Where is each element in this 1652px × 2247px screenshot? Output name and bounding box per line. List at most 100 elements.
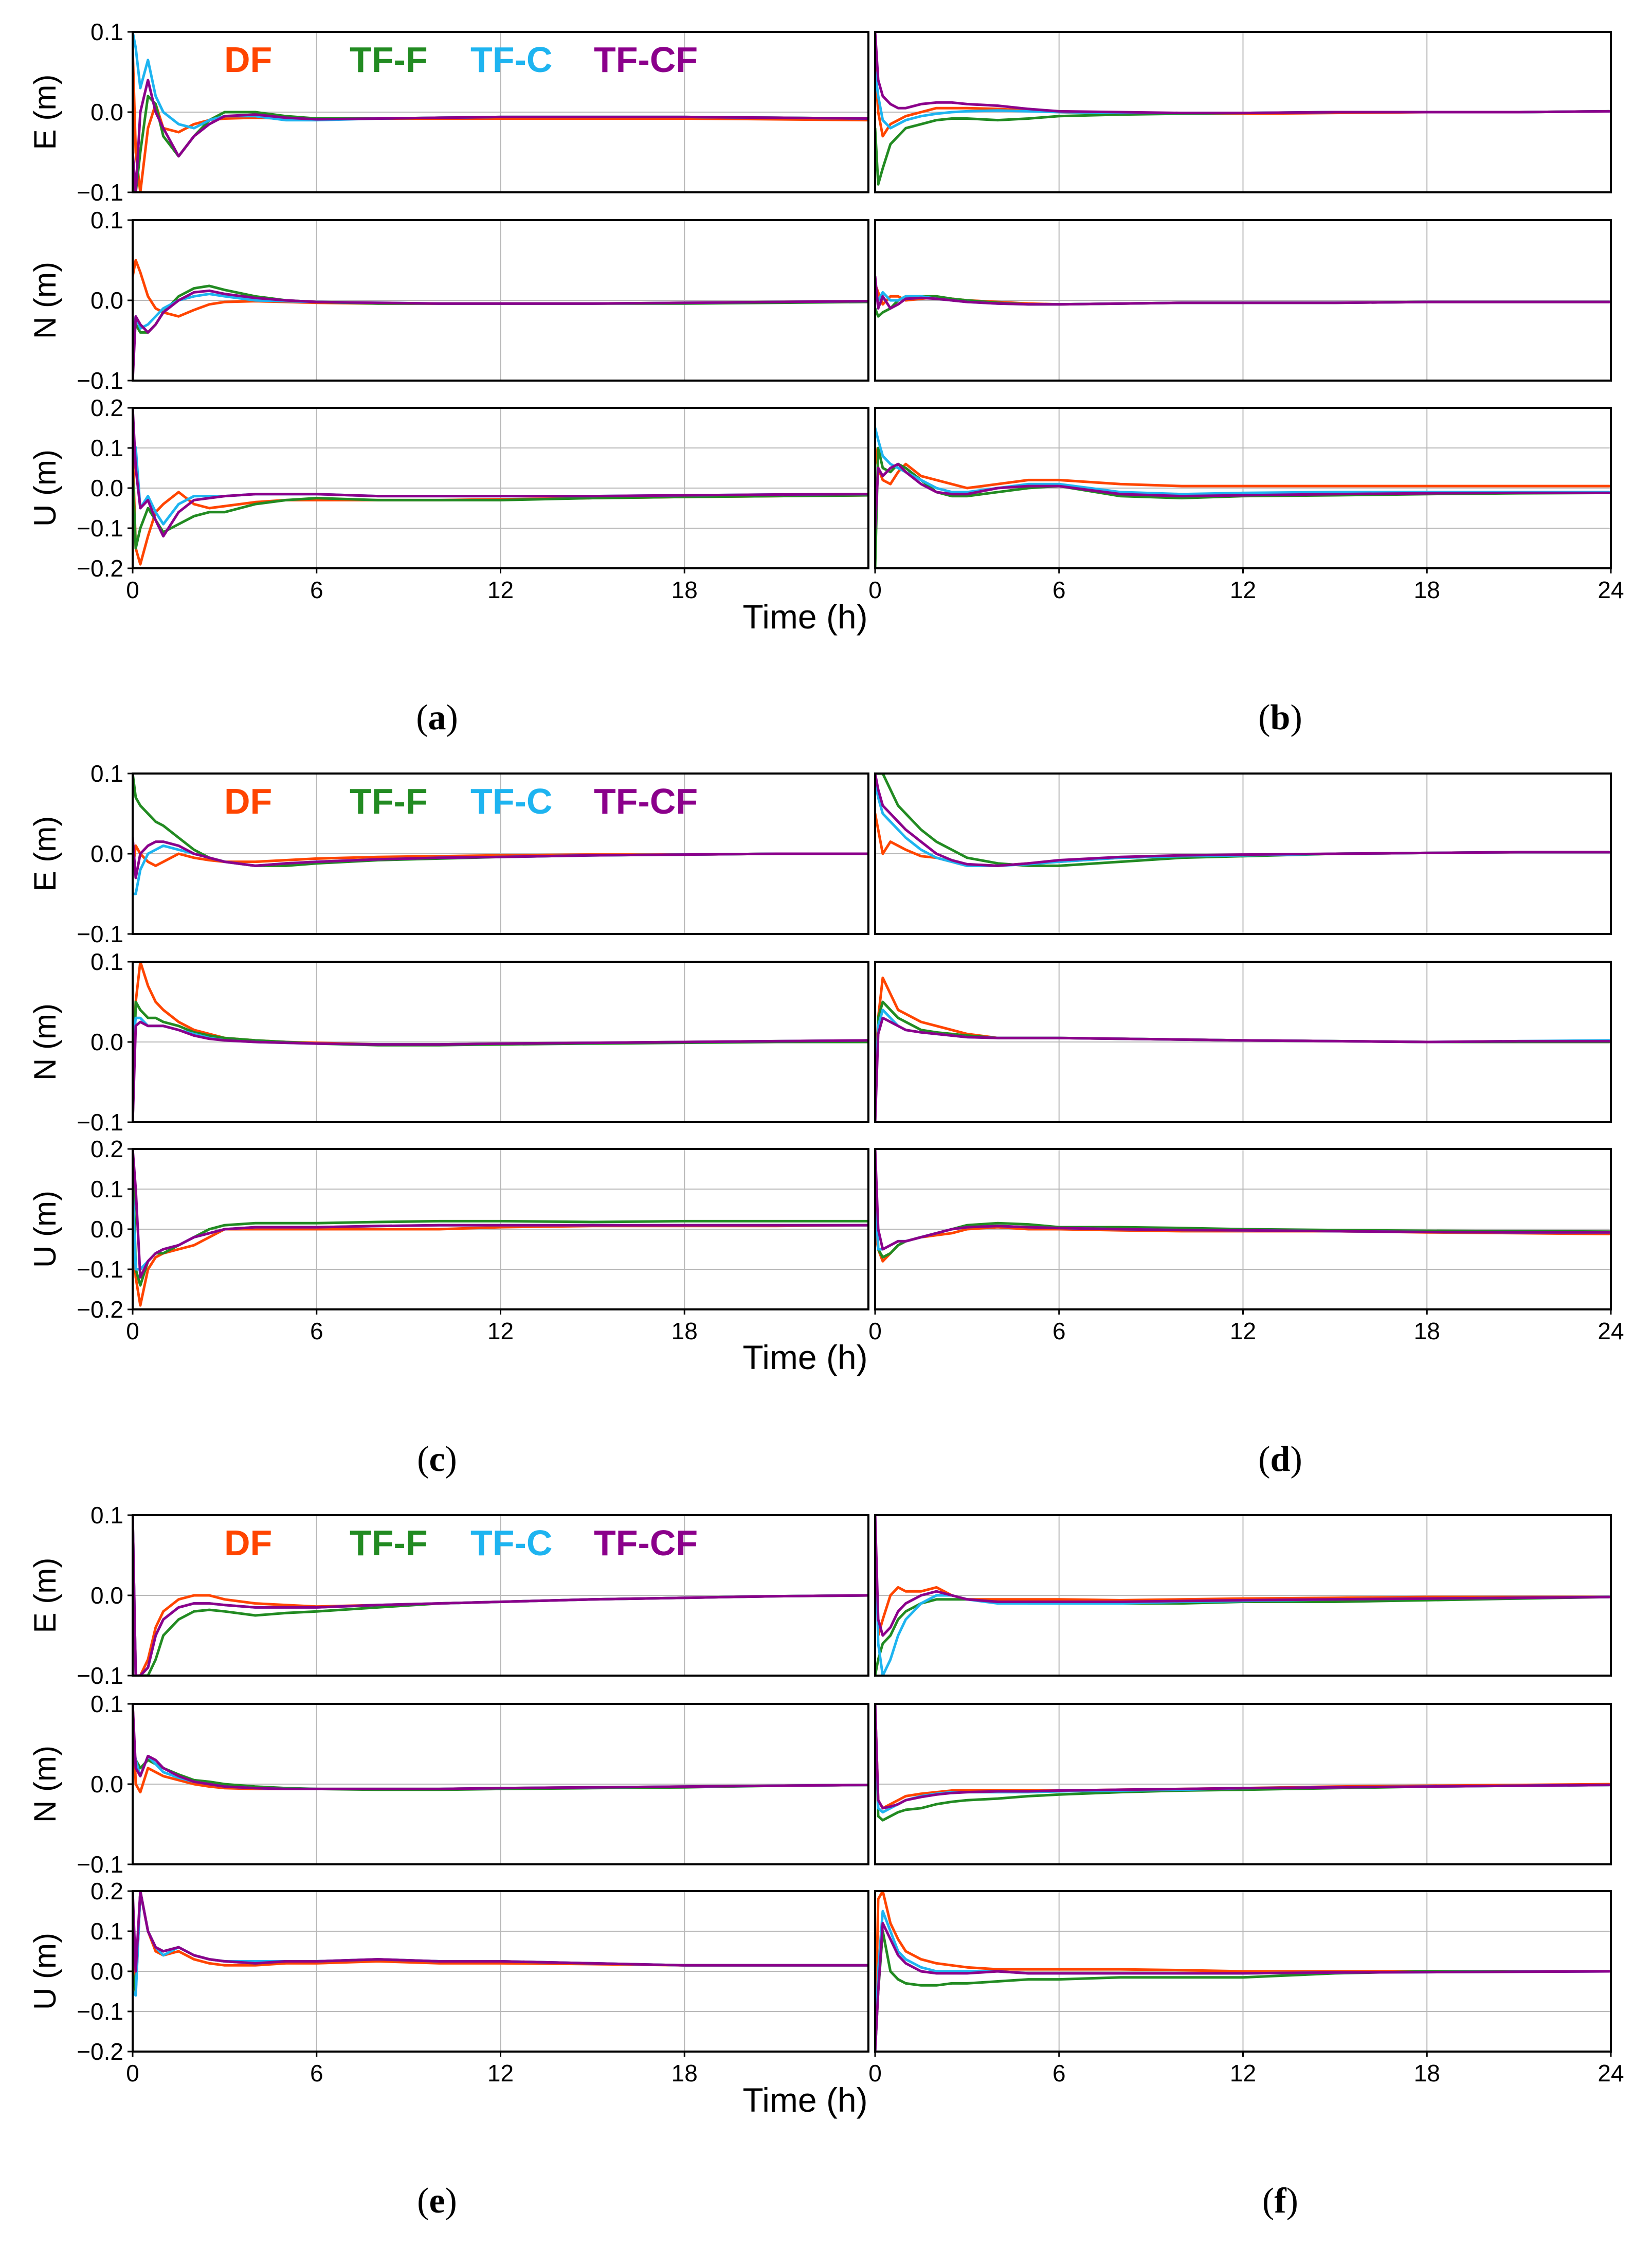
series-line-df (133, 46, 868, 192)
x-tick-label: 6 (1052, 577, 1066, 603)
x-tick-label: 18 (671, 1318, 698, 1344)
series-group (133, 1704, 868, 1794)
y-tick-label: 0.0 (90, 1582, 123, 1609)
series-group (875, 32, 1611, 186)
series-group (875, 976, 1611, 1122)
y-tick-label: 0.1 (90, 760, 123, 787)
y-tick-label: 0.0 (90, 1216, 123, 1243)
y-tick-label: 0.2 (90, 1878, 123, 1904)
subplot-d-E (874, 772, 1612, 935)
series-group (875, 774, 1611, 867)
plot-frame (874, 1514, 1612, 1677)
y-axis-label: U (m) (28, 1191, 62, 1268)
x-axis-label: Time (h) (742, 1338, 867, 1376)
series-line-tf-cf (875, 1921, 1611, 2052)
subplot-e-E: 0.1 0.0 −0.1 E (m) (28, 1502, 869, 1689)
series-line-tf-cf (875, 1016, 1611, 1122)
x-tick-label: 24 (1597, 577, 1624, 603)
series-line-tf-cf (875, 774, 1611, 867)
x-axis-label: Time (h) (742, 2081, 867, 2119)
series-line-tf-f (875, 1930, 1611, 2052)
subplot-f-E (874, 1514, 1612, 1677)
x-tick-label: 12 (1230, 1318, 1256, 1344)
series-group (133, 259, 868, 381)
series-group (875, 275, 1611, 318)
legend: DF TF-F TF-C TF-CF (224, 781, 698, 821)
legend: DF TF-F TF-C TF-CF (224, 1523, 698, 1563)
subplot-c-E: 0.1 0.0 −0.1 E (m) (28, 760, 869, 947)
series-group (133, 1149, 868, 1307)
x-tick-label: 6 (310, 577, 323, 603)
y-tick-label: 0.0 (90, 99, 123, 125)
legend: DF TF-F TF-C TF-CF (224, 40, 698, 80)
x-tick-label: 6 (1052, 1318, 1066, 1344)
series-line-tf-cf (133, 289, 868, 381)
subplot-c-N: 0.1 0.0 −0.1 N (m) (28, 948, 869, 1136)
series-group (875, 1149, 1611, 1263)
y-tick-label: −0.2 (77, 2038, 123, 2065)
x-tick-label: 0 (126, 1318, 139, 1344)
series-line-tf-cf (875, 32, 1611, 115)
y-tick-label: 0.1 (90, 435, 123, 461)
y-tick-label: 0.2 (90, 1136, 123, 1162)
y-tick-label: 0.1 (90, 1691, 123, 1717)
x-tick-label: 0 (868, 1318, 882, 1344)
x-tick-label: 24 (1597, 1318, 1624, 1344)
x-tick-label: 0 (868, 577, 882, 603)
subplot-d-N (874, 961, 1612, 1123)
y-tick-label: −0.1 (77, 1662, 123, 1689)
y-tick-label: −0.1 (77, 1851, 123, 1878)
series-line-tf-cf (133, 1891, 868, 1973)
series-line-df (875, 446, 1611, 490)
panel-label: (f) (1262, 2181, 1298, 2221)
y-tick-label: 0.1 (90, 1502, 123, 1529)
legend-item-tf-c: TF-C (470, 40, 552, 80)
series-line-tf-cf (133, 1020, 868, 1122)
y-tick-label: 0.1 (90, 207, 123, 233)
series-line-tf-cf (875, 462, 1611, 530)
x-tick-label: 6 (310, 2060, 323, 2087)
y-axis-label: N (m) (28, 262, 62, 339)
series-line-tf-cf (133, 836, 868, 879)
legend-item-tf-c: TF-C (470, 1523, 552, 1563)
x-axis-label: Time (h) (742, 598, 867, 636)
panel-b: 0 6 12 18 24 (b) (868, 31, 1624, 738)
x-tick-label: 0 (126, 2060, 139, 2087)
panel-e: 0.1 0.0 −0.1 E (m) 0.1 0.0 −0.1 N (m) 0.2 0.1 0.0 −… (28, 1502, 869, 2221)
y-tick-label: 0.0 (90, 1029, 123, 1055)
series-group (133, 774, 868, 895)
plot-frame (874, 219, 1612, 382)
series-group (133, 1515, 868, 1676)
y-tick-label: −0.1 (77, 1256, 123, 1283)
x-tick-label: 12 (1230, 577, 1256, 603)
series-group (133, 408, 868, 566)
subplot-c-U: 0.2 0.1 0.0 −0.1 −0.2 U (m) (28, 1136, 869, 1323)
panel-a: 0.1 0.0 −0.1 E (m) 0.1 0.0 −0.1 N (m) 0.2 0.1 0.0 −… (28, 19, 869, 738)
x-tick-label: 18 (671, 577, 698, 603)
panel-d: 0 6 12 18 24 (d) (868, 772, 1624, 1479)
y-axis-label: N (m) (28, 1746, 62, 1823)
series-line-tf-cf (133, 79, 868, 192)
y-tick-label: −0.1 (77, 1998, 123, 2025)
x-tick-label: 12 (487, 1318, 514, 1344)
y-axis-label: U (m) (28, 1933, 62, 2010)
subplot-a-U: 0.2 0.1 0.0 −0.1 −0.2 U (m) (28, 394, 869, 582)
legend-item-tf-c: TF-C (470, 781, 552, 821)
x-tick-label: 18 (1414, 2060, 1440, 2087)
legend-item-tf-f: TF-F (350, 781, 428, 821)
x-tick-label: 18 (1414, 1318, 1440, 1344)
series-line-tf-cf (133, 1149, 868, 1279)
x-tick-label: 24 (1597, 2060, 1624, 2087)
subplot-a-E: 0.1 0.0 −0.1 E (m) (28, 19, 869, 206)
y-tick-label: 0.1 (90, 19, 123, 45)
y-tick-label: −0.1 (77, 921, 123, 947)
series-line-tf-cf (133, 1704, 868, 1790)
subplot-b-E (874, 31, 1612, 193)
panel-label: (e) (417, 2181, 457, 2221)
series-group (133, 1891, 868, 1997)
series-group (875, 1515, 1611, 1676)
series-line-tf-cf (875, 275, 1611, 310)
x-tick-label: 0 (868, 2060, 882, 2087)
y-tick-label: 0.1 (90, 1176, 123, 1202)
